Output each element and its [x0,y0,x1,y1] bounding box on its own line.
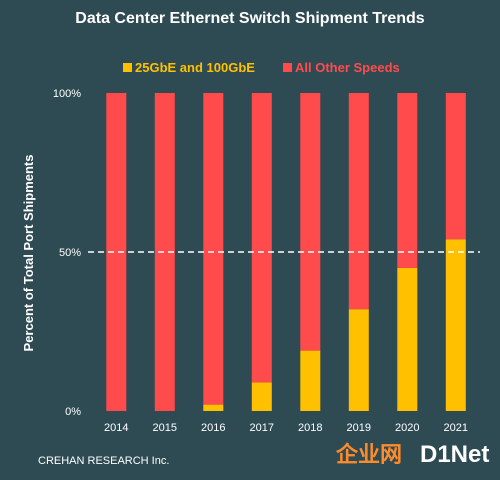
x-tick-label: 2020 [395,422,419,434]
y-axis-ticks: 0% 50% 100% [53,88,81,418]
bar-2020-high-speed [397,267,418,411]
watermark-logo: 企业网 D1Net [335,441,489,468]
bar-2016-high-speed [203,404,224,411]
y-tick-label: 0% [65,406,81,418]
bars [106,93,466,411]
y-tick-label: 50% [59,247,81,259]
legend-swatch-1 [283,63,292,72]
legend-swatch-0 [123,63,132,72]
y-tick-label: 100% [53,88,81,100]
x-tick-label: 2016 [201,422,225,434]
source-credit: CREHAN RESEARCH Inc. [38,455,169,467]
bar-2019-high-speed [348,309,369,411]
bar-2017-other-speeds [251,93,272,383]
legend: 25GbE and 100GbE All Other Speeds [123,60,400,75]
x-tick-label: 2015 [153,422,177,434]
x-tick-label: 2019 [347,422,371,434]
x-tick-label: 2021 [444,422,468,434]
x-tick-label: 2017 [250,422,274,434]
bar-2017-high-speed [251,382,272,411]
chart-title: Data Center Ethernet Switch Shipment Tre… [75,10,425,27]
bar-2021-high-speed [445,239,466,411]
bar-2014-other-speeds [106,93,127,411]
x-tick-label: 2014 [104,422,128,434]
bar-2019-other-speeds [348,93,369,310]
legend-label-0: 25GbE and 100GbE [135,60,255,75]
x-axis-ticks: 2014 2015 2016 2017 2018 2019 2020 2021 [104,422,468,434]
bar-2020-other-speeds [397,93,418,268]
watermark-brand: D1Net [420,441,489,468]
legend-label-1: All Other Speeds [295,60,400,75]
bar-2021-other-speeds [445,93,466,240]
bar-2018-high-speed [300,350,321,411]
watermark-chinese: 企业网 [335,442,402,467]
bar-2016-other-speeds [203,93,224,405]
y-axis-label: Percent of Total Port Shipments [21,155,36,352]
bar-2015-other-speeds [154,93,175,411]
bar-2018-other-speeds [300,93,321,351]
x-tick-label: 2018 [298,422,322,434]
